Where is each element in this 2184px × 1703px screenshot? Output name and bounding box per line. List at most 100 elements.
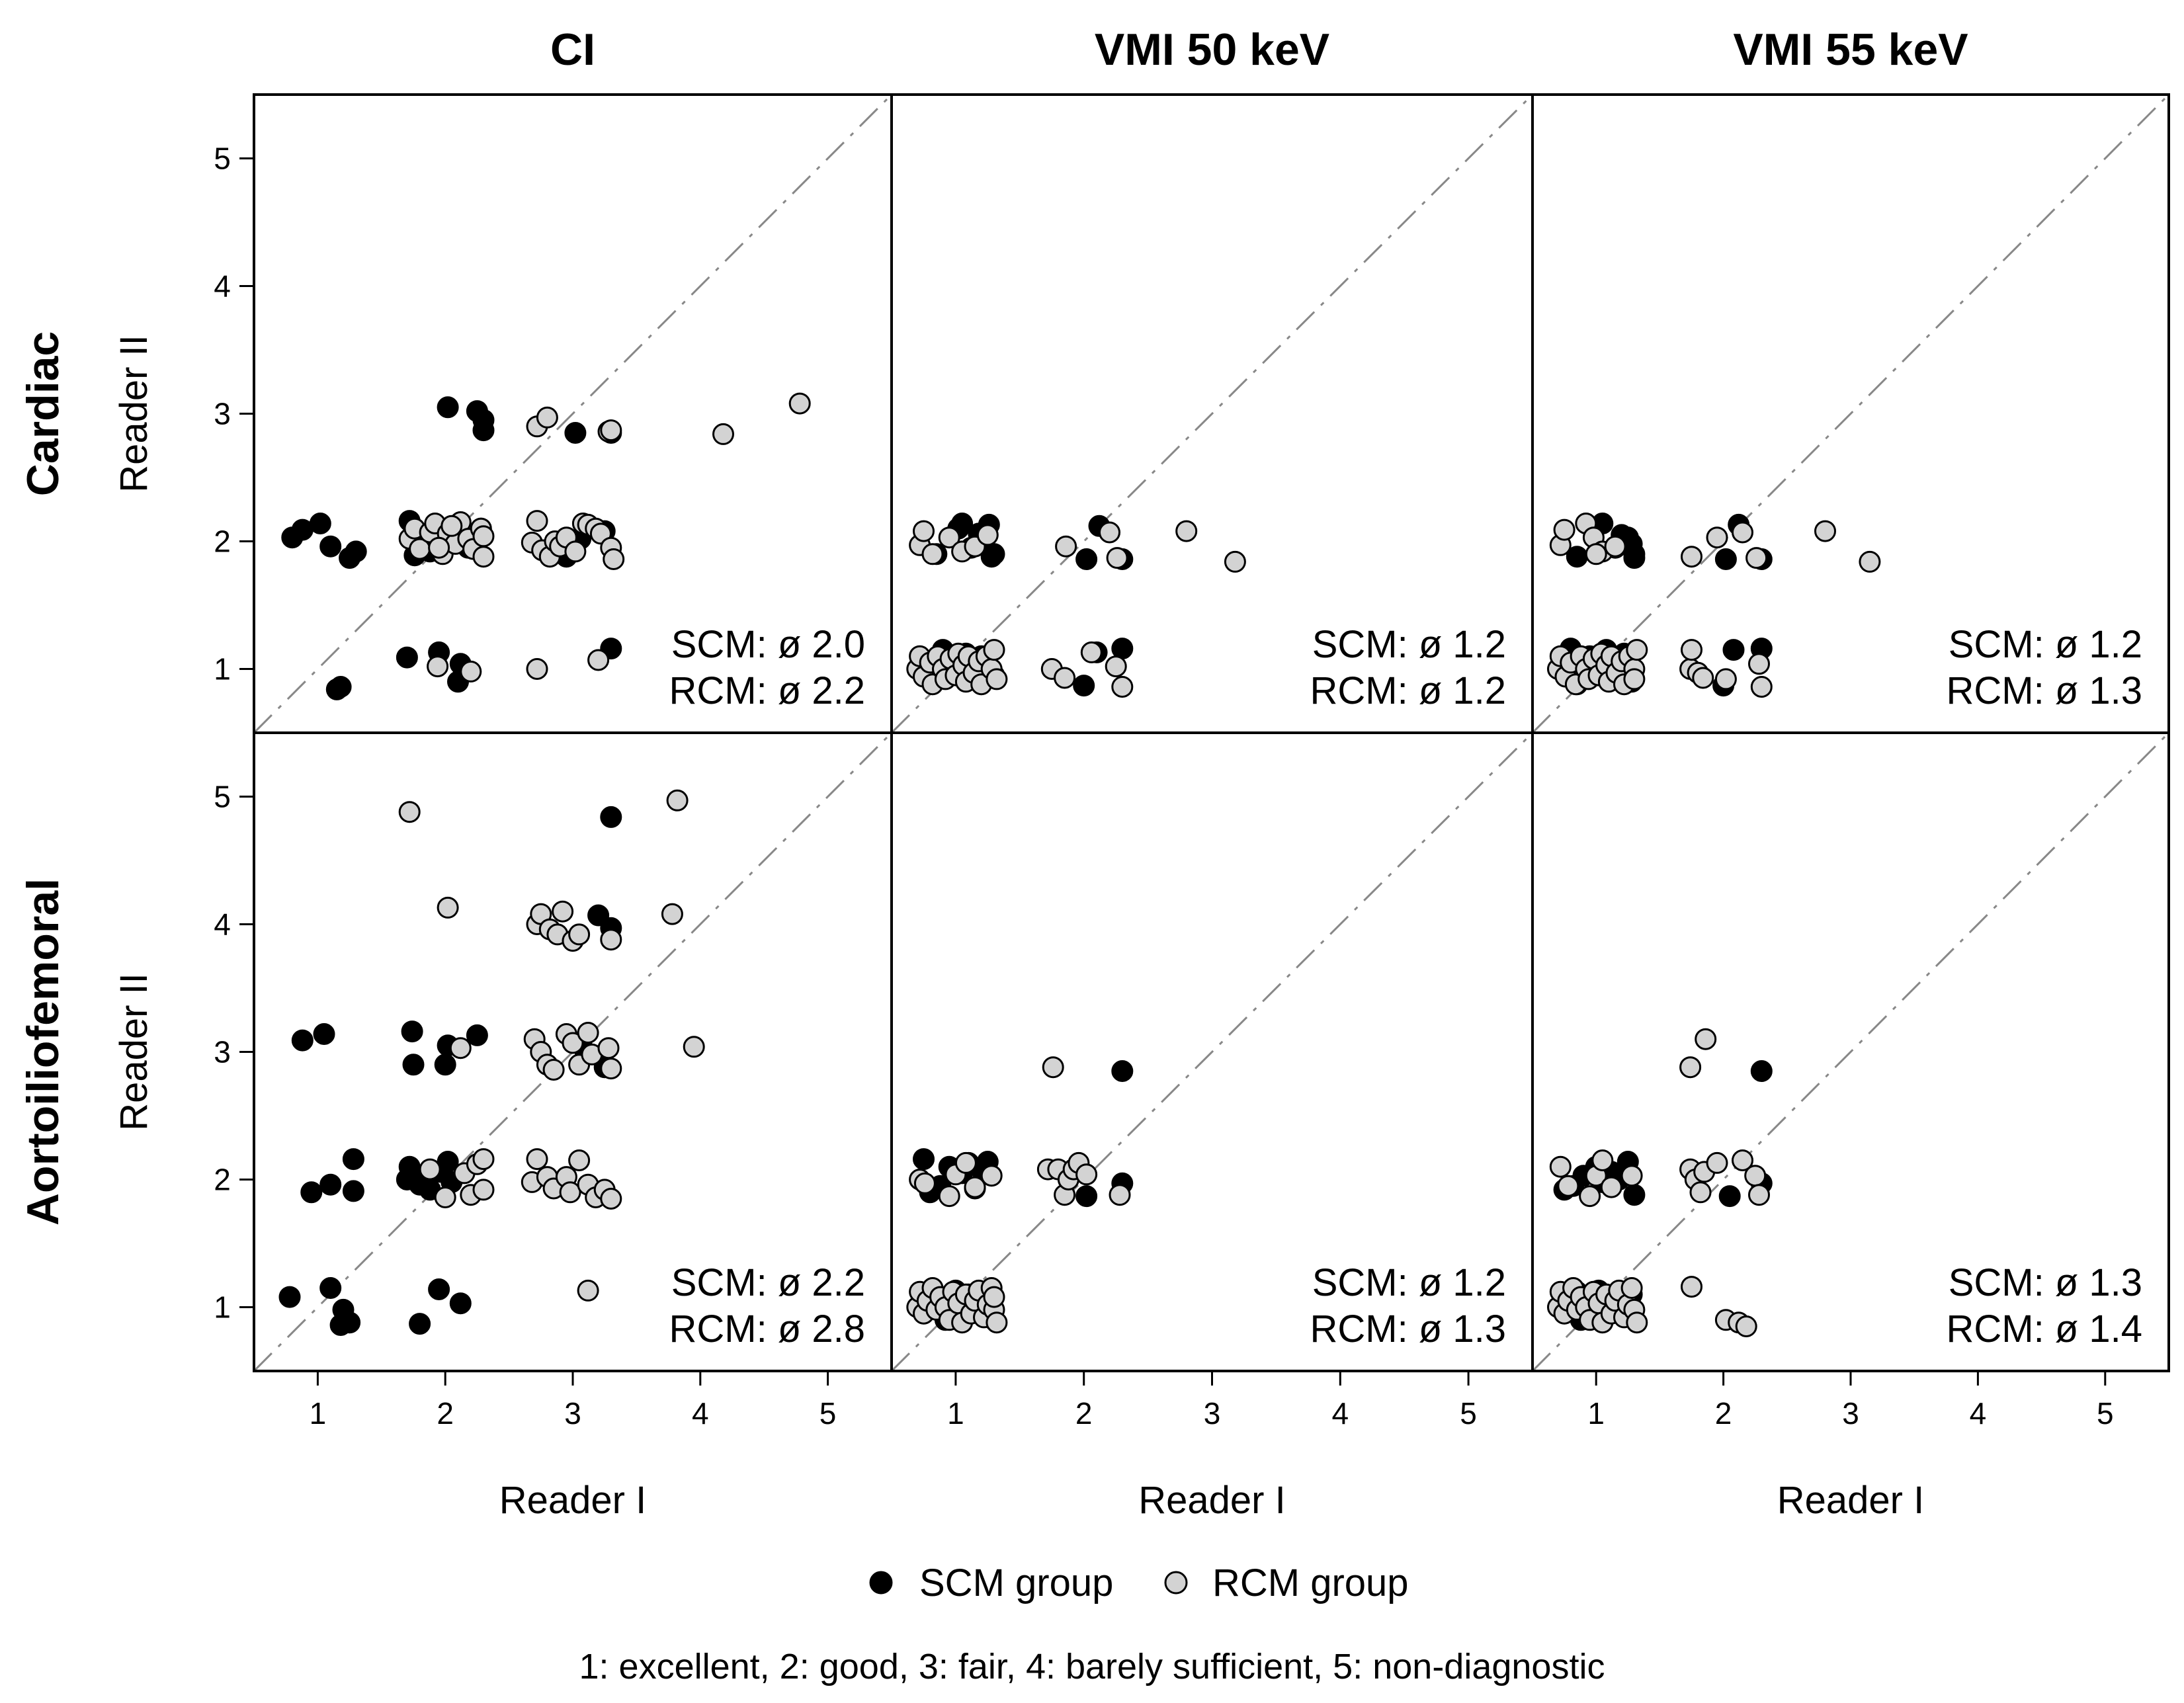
mean-annotation-scm: SCM: ø 1.2 [1949,623,2142,666]
scm-point [409,1313,431,1335]
rcm-point [600,929,622,951]
rcm-point [587,649,610,671]
identity-line [254,95,892,733]
rcm-point [603,548,625,570]
rcm-point [1579,1185,1601,1208]
scm-point [466,1024,488,1046]
scm-point [951,513,974,534]
rcm-point [568,1149,591,1171]
x-tick-label: 4 [692,1396,709,1431]
rcm-point [1681,639,1702,661]
rcm-point [559,1181,581,1204]
mean-annotation-scm: SCM: ø 1.3 [1949,1261,2142,1304]
scm-point [437,396,459,419]
identity-line [1533,733,2169,1371]
rcm-point [437,896,459,919]
y-tick-label: 4 [214,269,231,304]
scm-point [587,904,610,927]
scm-point [1750,1060,1773,1082]
rcm-point [1706,1151,1728,1174]
x-tick-label: 4 [1332,1396,1349,1431]
scm-point [1075,548,1098,570]
rcm-point [1706,526,1728,549]
y-tick-label: 1 [214,1290,231,1325]
scm-point [1111,1060,1134,1082]
scm-point [1073,675,1095,697]
rcm-point [661,903,683,925]
rcm-point [552,900,574,923]
rcm-point [1744,1165,1767,1187]
rcm-point [1600,1176,1622,1198]
rcm-point [1689,1181,1712,1204]
scm-point [983,543,1005,565]
x-tick-label: 5 [1460,1396,1477,1431]
scm-point [319,535,342,558]
scm-point [1623,547,1646,569]
rcm-point [983,639,1005,661]
rcm-point [1553,519,1575,541]
y-tick-label: 1 [214,652,231,686]
rcm-point [449,1037,472,1059]
mean-annotation-scm: SCM: ø 1.2 [1312,1261,1506,1304]
y-tick-label: 4 [214,907,231,942]
scm-point [329,676,352,698]
rcm-point [1109,1184,1131,1206]
rcm-point [441,515,463,537]
identity-line [1533,95,2169,733]
column-title-vmi-50-kev: VMI 50 keV [1095,24,1329,75]
row-title-aortoiliofemoral: Aortoiliofemoral [18,878,68,1225]
scm-point [319,1173,342,1196]
scm-point [278,1286,301,1308]
scm-point [291,519,314,541]
rcm-point [1681,546,1702,568]
rcm-point [666,789,689,811]
scm-point [300,1181,323,1204]
rcm-point [1075,1163,1098,1186]
rcm-point [577,1022,599,1044]
rcm-point [954,1151,977,1174]
column-title-vmi-55-kev: VMI 55 keV [1733,24,1968,75]
legend-scm-marker [869,1571,893,1595]
rcm-point [1111,676,1134,698]
scm-point [1722,639,1745,661]
x-axis-label: Reader I [499,1479,646,1522]
footnote: 1: excellent, 2: good, 3: fair, 4: barel… [579,1647,1605,1686]
rcm-point [1745,547,1768,569]
rcm-point [1549,1155,1572,1178]
rcm-point [1105,655,1127,678]
scm-point [1111,638,1134,660]
rcm-point [600,1058,622,1080]
mean-annotation-rcm: RCM: ø 1.4 [1947,1308,2143,1350]
series-scm-group [278,806,622,1336]
y-tick-label: 3 [214,1035,231,1069]
rcm-point [788,392,811,415]
rcm-point [1732,521,1753,544]
rcm-point [983,1286,1005,1308]
rcm-point [1748,653,1770,675]
rcm-point [1735,1315,1757,1337]
rcm-point [986,668,1008,690]
rcm-point [536,406,558,429]
y-tick-label: 3 [214,397,231,431]
identity-line [892,95,1533,733]
rcm-point [472,546,495,568]
x-tick-label: 5 [819,1396,837,1431]
x-tick-label: 2 [1715,1396,1732,1431]
x-tick-label: 1 [947,1396,964,1431]
x-tick-label: 5 [2097,1396,2114,1431]
legend-scm-label: SCM group [919,1561,1113,1604]
scm-point [291,1029,314,1052]
x-tick-label: 2 [437,1396,454,1431]
labels-layer: CI Reader I VMI 50 keV Reader I VMI 55 keV Re… [18,24,1968,1522]
rcm-point [1106,547,1128,569]
scm-point [600,806,622,828]
y-tick-label: 2 [214,524,231,559]
column-title-ci: CI [550,24,595,75]
rcm-point [913,1172,936,1194]
rcm-point [1814,520,1836,542]
